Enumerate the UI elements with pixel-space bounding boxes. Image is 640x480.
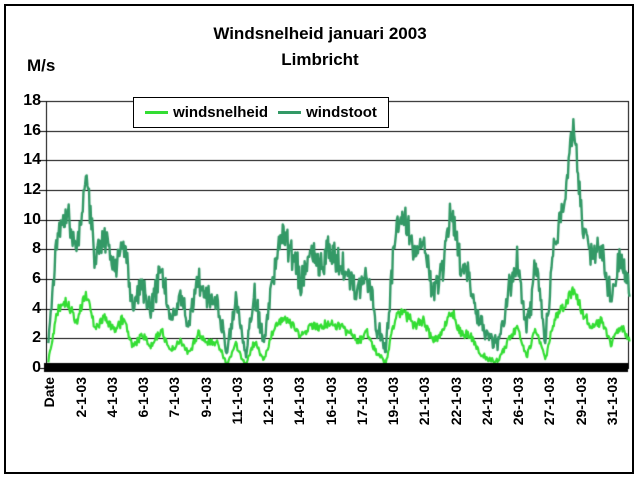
y-tick-label: 8: [32, 240, 41, 258]
y-tick-label: 2: [32, 329, 41, 347]
legend-label-windsnelheid: windsnelheid: [173, 104, 269, 121]
legend-label-windstoot: windstoot: [306, 104, 377, 121]
y-tick-label: 6: [32, 270, 41, 287]
x-tick-label: 31-1-03: [603, 377, 620, 426]
x-tick-label: 26-1-03: [510, 377, 527, 426]
x-tick-label: 14-1-03: [291, 377, 308, 426]
x-tick-label: 4-1-03: [103, 377, 120, 418]
legend-item-windsnelheid: windsnelheid: [145, 104, 268, 121]
chart-legend: windsnelheid windstoot: [133, 97, 389, 128]
x-tick-label: 21-1-03: [416, 377, 433, 426]
x-tick-label: 7-1-03: [166, 377, 183, 418]
y-tick-label: 14: [23, 151, 41, 169]
legend-item-windstoot: windstoot: [278, 104, 377, 121]
x-tick-label: 12-1-03: [260, 377, 277, 426]
x-tick-label: 19-1-03: [385, 377, 402, 426]
windstoot-line-swatch-icon: [278, 111, 302, 114]
x-tick-label: 11-1-03: [228, 377, 245, 425]
y-tick-label: 12: [23, 181, 41, 198]
y-tick-label: 18: [23, 92, 41, 109]
x-tick-label: 17-1-03: [353, 377, 370, 426]
x-tick-label: 9-1-03: [197, 377, 214, 418]
x-tick-label: 16-1-03: [322, 377, 339, 426]
x-tick-label: Date: [41, 377, 58, 408]
x-tick-label: 24-1-03: [478, 377, 495, 426]
x-tick-label: 6-1-03: [135, 377, 152, 418]
windsnelheid-line-swatch-icon: [145, 111, 169, 114]
x-tick-label: 29-1-03: [572, 377, 589, 426]
y-tick-label: 10: [23, 210, 41, 228]
y-axis-unit-label: M/s: [27, 56, 56, 75]
y-tick-label: 0: [32, 359, 41, 376]
x-tick-label: 2-1-03: [72, 377, 89, 418]
x-tick-label: 27-1-03: [541, 377, 558, 426]
y-tick-label: 4: [32, 299, 41, 317]
chart-subtitle: Limbricht: [281, 50, 359, 69]
x-tick-label: 22-1-03: [447, 377, 464, 426]
y-tick-label: 16: [23, 121, 41, 139]
chart-title: Windsnelheid januari 2003: [213, 24, 427, 43]
